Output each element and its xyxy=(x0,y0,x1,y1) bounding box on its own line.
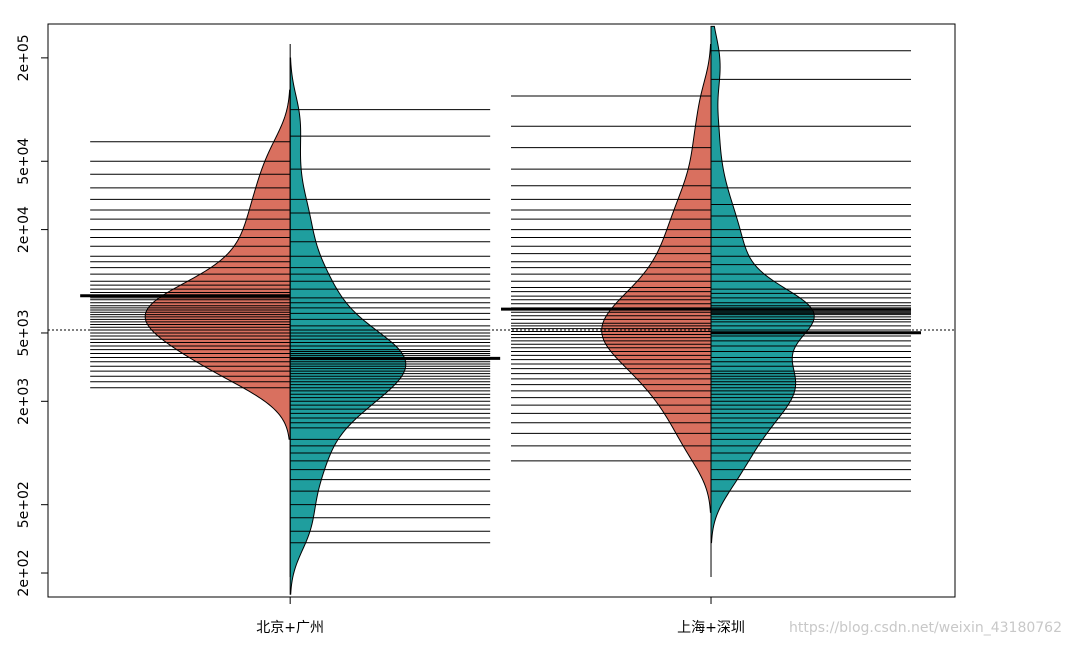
x-tick-label: 北京+广州 xyxy=(256,620,324,636)
watermark: https://blog.csdn.net/weixin_43180762 xyxy=(789,620,1062,636)
x-tick-label: 上海+深圳 xyxy=(677,620,745,636)
density xyxy=(144,89,291,440)
plot-frame xyxy=(47,23,956,598)
y-tick-label: 2e+04 xyxy=(16,206,32,253)
y-tick-label: 2e+02 xyxy=(16,549,32,596)
y-tick-label: 5e+03 xyxy=(16,309,32,356)
y-tick-label: 5e+02 xyxy=(16,481,32,528)
density xyxy=(710,25,815,544)
y-tick-label: 2e+05 xyxy=(16,34,32,81)
y-tick-label: 2e+03 xyxy=(16,378,32,425)
density xyxy=(601,43,712,513)
y-tick-label: 5e+04 xyxy=(16,138,32,185)
